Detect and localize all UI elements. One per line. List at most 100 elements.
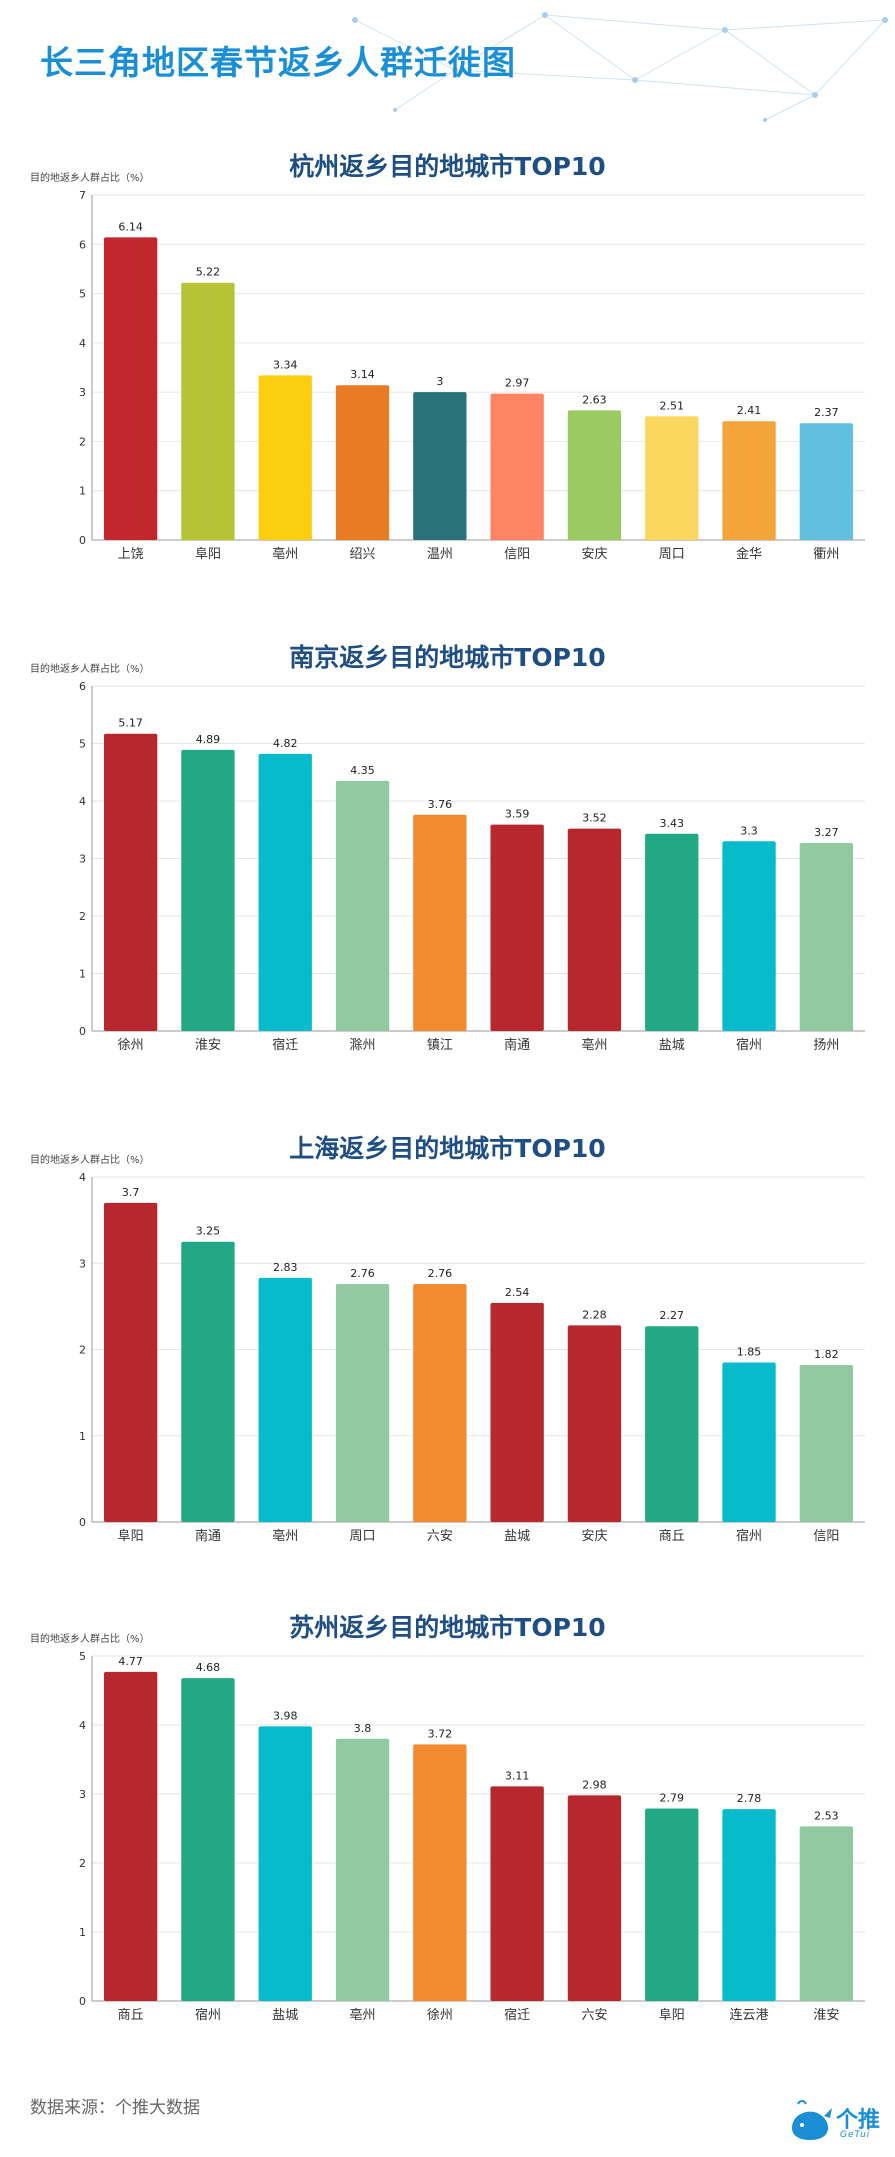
y-tick-label: 0 (79, 1995, 86, 2008)
bar-value-label: 2.63 (582, 393, 607, 406)
bar-value-label: 1.82 (814, 1348, 839, 1361)
bar-value-label: 3.59 (505, 808, 530, 821)
bar-value-label: 2.41 (737, 404, 762, 417)
x-tick-label: 阜阳 (195, 546, 221, 562)
bar-value-label: 3.14 (350, 368, 375, 381)
bar-value-label: 2.37 (814, 406, 839, 419)
bar (722, 1362, 776, 1522)
bar (722, 421, 776, 540)
bar-chart: 0 1 2 3 4 3.7 阜阳 3.25 南通 2.83 亳州 2.76 周口 2.76 六安 2.54 盐城… (79, 1171, 865, 1544)
y-tick-label: 1 (79, 485, 86, 498)
bar (258, 1726, 312, 2001)
logo-subtext: GeTui (840, 2130, 871, 2140)
y-tick-label: 2 (79, 1344, 86, 1357)
bar (413, 1283, 467, 1522)
bar (645, 833, 699, 1031)
x-tick-label: 扬州 (813, 1038, 839, 1053)
bar (335, 1738, 390, 2001)
bar-value-label: 6.14 (118, 220, 143, 233)
bar (103, 1202, 158, 1522)
bar-value-label: 3.43 (660, 817, 685, 830)
bar (799, 423, 854, 540)
y-tick-label: 4 (79, 337, 86, 350)
x-tick-label: 宿州 (195, 2007, 221, 2023)
x-tick-label: 亳州 (350, 2007, 376, 2023)
bar (567, 410, 622, 540)
bar-value-label: 2.27 (660, 1309, 685, 1322)
x-tick-label: 南通 (195, 1528, 221, 1544)
y-tick-label: 5 (79, 1650, 86, 1663)
x-tick-label: 宿州 (736, 1037, 762, 1053)
bar (181, 749, 235, 1031)
x-tick-label: 信阳 (504, 547, 530, 562)
bar-value-label: 2.51 (660, 399, 685, 412)
bar-value-label: 2.53 (814, 1809, 839, 1822)
x-tick-label: 阜阳 (659, 2007, 685, 2023)
bar-value-label: 3.52 (582, 812, 607, 825)
chart-nanjing: 南京返乡目的地城市TOP10 目的地返乡人群占比（%） 0 1 2 3 4 5 6 5.17 徐… (0, 638, 895, 1098)
x-tick-label: 宿迁 (272, 1037, 298, 1053)
x-tick-label: 盐城 (659, 1038, 685, 1053)
bar (413, 1744, 467, 2001)
y-tick-label: 2 (79, 910, 86, 923)
bar-chart: 0 1 2 3 4 5 6 7 6.14 上饶 5.22 阜阳 3.34 亳州 3.14 绍兴 3 温州 2.97 信… (79, 189, 865, 562)
bar-chart: 0 1 2 3 4 5 4.77 商丘 4.68 宿州 3.98 盐城 3.8 亳州 3.72 徐州 3.11 宿… (79, 1650, 865, 2023)
bar (490, 1786, 544, 2001)
bar-chart: 0 1 2 3 4 5 6 5.17 徐州 4.89 淮安 4.82 宿迁 4.35 滁州 3.76 镇江 3.5… (79, 680, 865, 1053)
y-tick-label: 0 (79, 1516, 86, 1529)
y-tick-label: 5 (79, 738, 86, 751)
x-tick-label: 南通 (504, 1037, 530, 1053)
x-tick-label: 周口 (659, 547, 685, 562)
page-title: 长三角地区春节返乡人群迁徙图 (40, 43, 516, 82)
chart-title: 苏州返乡目的地城市TOP10 (289, 1613, 606, 1642)
x-tick-label: 阜阳 (118, 1528, 144, 1544)
bar (722, 841, 776, 1031)
y-tick-label: 3 (79, 853, 86, 866)
bar-value-label: 2.28 (582, 1308, 607, 1321)
bar-value-label: 4.77 (118, 1655, 143, 1668)
bar-value-label: 2.76 (428, 1267, 453, 1280)
bar-value-label: 2.83 (273, 1261, 298, 1274)
x-tick-label: 宿州 (736, 1528, 762, 1544)
y-axis-label: 目的地返乡人群占比（%） (30, 1634, 150, 1645)
chart-title: 杭州返乡目的地城市TOP10 (289, 152, 606, 181)
x-tick-label: 安庆 (581, 547, 607, 562)
y-tick-label: 1 (79, 968, 86, 981)
x-tick-label: 徐州 (118, 1038, 144, 1053)
y-tick-label: 6 (79, 680, 86, 693)
y-tick-label: 6 (79, 238, 86, 251)
bar-value-label: 2.97 (505, 377, 530, 390)
x-tick-label: 亳州 (581, 1037, 607, 1053)
whale-icon (792, 2100, 832, 2140)
bar-value-label: 4.68 (196, 1661, 221, 1674)
x-tick-label: 徐州 (427, 2008, 453, 2023)
bar (490, 824, 544, 1031)
bar-value-label: 3.11 (505, 1769, 530, 1782)
bar (103, 733, 158, 1031)
x-tick-label: 淮安 (195, 1038, 221, 1053)
bar (258, 753, 312, 1031)
x-tick-label: 宿迁 (504, 2007, 530, 2023)
x-tick-label: 温州 (427, 547, 453, 562)
y-tick-label: 4 (79, 1171, 86, 1184)
bar (258, 375, 312, 540)
bar-value-label: 1.85 (737, 1345, 762, 1358)
bar (413, 814, 467, 1031)
bar (413, 392, 467, 540)
bar (335, 780, 390, 1031)
bar-value-label: 4.35 (350, 764, 375, 777)
bar (799, 1826, 854, 2001)
x-tick-label: 亳州 (272, 1528, 298, 1544)
x-tick-label: 连云港 (730, 2007, 769, 2023)
y-tick-label: 1 (79, 1926, 86, 1939)
bar (567, 1325, 622, 1522)
x-tick-label: 周口 (350, 1529, 376, 1544)
bar (645, 1326, 699, 1522)
bar-value-label: 3.3 (740, 824, 758, 837)
bar-value-label: 3.25 (196, 1225, 221, 1238)
x-tick-label: 盐城 (504, 1529, 530, 1544)
y-axis-label: 目的地返乡人群占比（%） (30, 664, 150, 675)
x-tick-label: 商丘 (118, 2008, 144, 2023)
bar-value-label: 3.98 (273, 1709, 298, 1722)
chart-title: 南京返乡目的地城市TOP10 (289, 643, 606, 672)
